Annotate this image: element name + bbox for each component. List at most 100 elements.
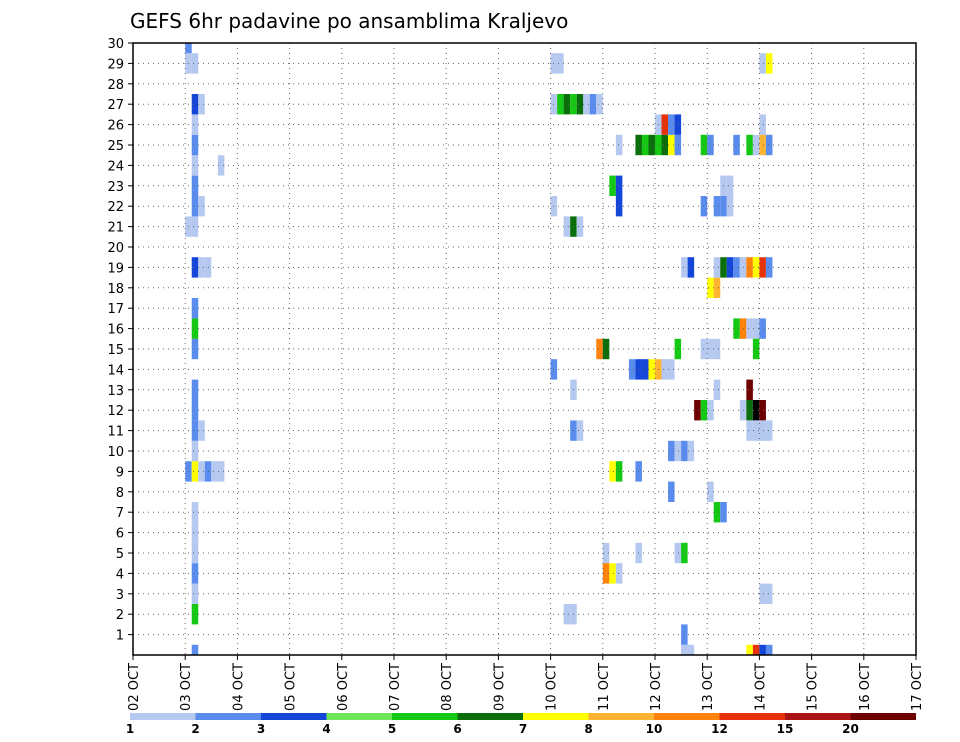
colorbar: 1 2 3 4 5 6 7 8 10 12 15 20 — [126, 713, 916, 736]
heatmap-cell — [661, 359, 669, 380]
heatmap-cell — [674, 114, 682, 135]
heatmap-cell — [765, 644, 773, 655]
x-tick-label: 05 OCT — [284, 663, 299, 711]
x-tick-label: 07 OCT — [388, 663, 403, 711]
heatmap-cell — [746, 257, 753, 278]
heatmap-cell — [759, 583, 766, 604]
y-tick-label: 14 — [107, 363, 124, 378]
heatmap-cell — [615, 175, 623, 196]
y-tick-label: 7 — [116, 506, 124, 521]
heatmap-cell — [191, 53, 199, 74]
x-tick-label: 09 OCT — [492, 663, 507, 711]
x-tick-label: 14 OCT — [753, 663, 768, 711]
colorbar-tick-label: 5 — [388, 722, 396, 736]
heatmap-cell — [726, 175, 734, 196]
heatmap-cell — [191, 338, 199, 360]
heatmap-cell — [615, 461, 623, 482]
colorbar-tick-label: 10 — [646, 722, 663, 736]
heatmap-cell — [191, 155, 199, 176]
heatmap-cell — [191, 400, 199, 421]
heatmap-cell — [191, 502, 199, 523]
colorbar-swatch — [850, 713, 916, 720]
heatmap-cell — [752, 400, 760, 421]
heatmap-cell — [198, 94, 205, 115]
heatmap-cell — [191, 583, 199, 604]
heatmap-cell — [752, 318, 760, 339]
colorbar-swatch — [457, 713, 523, 720]
heatmap-cell — [681, 257, 688, 278]
y-tick-label: 4 — [116, 567, 124, 582]
heatmap-cell — [668, 481, 675, 502]
x-tick-label: 15 OCT — [806, 663, 821, 711]
heatmap-cell — [641, 359, 649, 380]
heatmap-cell — [681, 542, 688, 564]
heatmap-cell — [746, 318, 753, 339]
heatmap-cell — [596, 338, 603, 360]
heatmap-cell — [661, 134, 669, 156]
heatmap-cell — [198, 257, 205, 278]
heatmap-cell — [681, 440, 688, 462]
x-tick-label: 10 OCT — [545, 663, 560, 711]
heatmap-cell — [726, 196, 734, 217]
chart-title: GEFS 6hr padavine po ansamblima Kraljevo — [130, 9, 568, 33]
heatmap-cell — [583, 94, 590, 115]
x-tick-label: 13 OCT — [701, 663, 716, 711]
colorbar-swatch — [195, 713, 261, 720]
heatmap-cell — [602, 542, 610, 564]
heatmap-cell — [746, 134, 753, 156]
y-tick-label: 2 — [116, 608, 124, 623]
heatmap-cell — [576, 420, 584, 441]
heatmap-cell — [746, 420, 753, 441]
y-tick-label: 3 — [116, 588, 124, 603]
heatmap-cell — [648, 359, 655, 380]
x-tick-label: 03 OCT — [179, 663, 194, 711]
heatmap-cell — [191, 563, 199, 584]
heatmap-cell — [765, 420, 773, 441]
heatmap-cell — [752, 420, 760, 441]
y-tick-label: 13 — [107, 384, 124, 399]
heatmap-cell — [191, 298, 199, 319]
colorbar-swatch — [654, 713, 720, 720]
colorbar-swatch — [523, 713, 589, 720]
colorbar-tick-label: 20 — [842, 722, 859, 736]
colorbar-tick-label: 15 — [777, 722, 794, 736]
heatmap-cell — [752, 134, 760, 156]
heatmap-cell — [615, 563, 623, 584]
heatmap-cell — [217, 461, 225, 482]
heatmap-cell — [563, 94, 571, 115]
heatmap-cell — [628, 359, 636, 380]
y-tick-label: 23 — [107, 180, 124, 195]
heatmap-cells — [185, 43, 773, 655]
x-tick-label: 08 OCT — [440, 663, 455, 711]
heatmap-cell — [557, 94, 564, 115]
heatmap-cell — [759, 114, 766, 135]
colorbar-tick-label: 12 — [711, 722, 728, 736]
heatmap-cell — [198, 420, 205, 441]
x-tick-label: 16 OCT — [858, 663, 873, 711]
heatmap-cell — [615, 196, 623, 217]
x-tick-label: 04 OCT — [231, 663, 246, 711]
heatmap-cell — [687, 440, 695, 462]
heatmap-cell — [674, 134, 682, 156]
heatmap-cell — [191, 318, 199, 339]
colorbar-swatch — [326, 713, 392, 720]
colorbar-tick-label: 3 — [257, 722, 265, 736]
heatmap-cell — [191, 196, 199, 217]
y-tick-label: 5 — [116, 547, 124, 562]
colorbar-tick-label: 1 — [126, 722, 134, 736]
y-tick-label: 15 — [107, 343, 124, 358]
heatmap-cell — [191, 522, 199, 543]
y-tick-label: 24 — [107, 159, 124, 174]
x-axis-ticks: 02 OCT 03 OCT 04 OCT 05 OCT 06 OCT 07 OCT 08 O… — [127, 655, 925, 711]
heatmap-cell — [759, 257, 766, 278]
y-tick-label: 20 — [107, 241, 124, 256]
colorbar-tick-label: 2 — [191, 722, 199, 736]
heatmap-cell — [609, 175, 616, 196]
heatmap-cell — [557, 53, 564, 74]
heatmap-cell — [191, 134, 199, 156]
heatmap-cell — [687, 644, 695, 655]
y-tick-label: 26 — [107, 119, 124, 134]
grid-lines — [133, 42, 917, 655]
y-tick-label: 27 — [107, 98, 124, 113]
